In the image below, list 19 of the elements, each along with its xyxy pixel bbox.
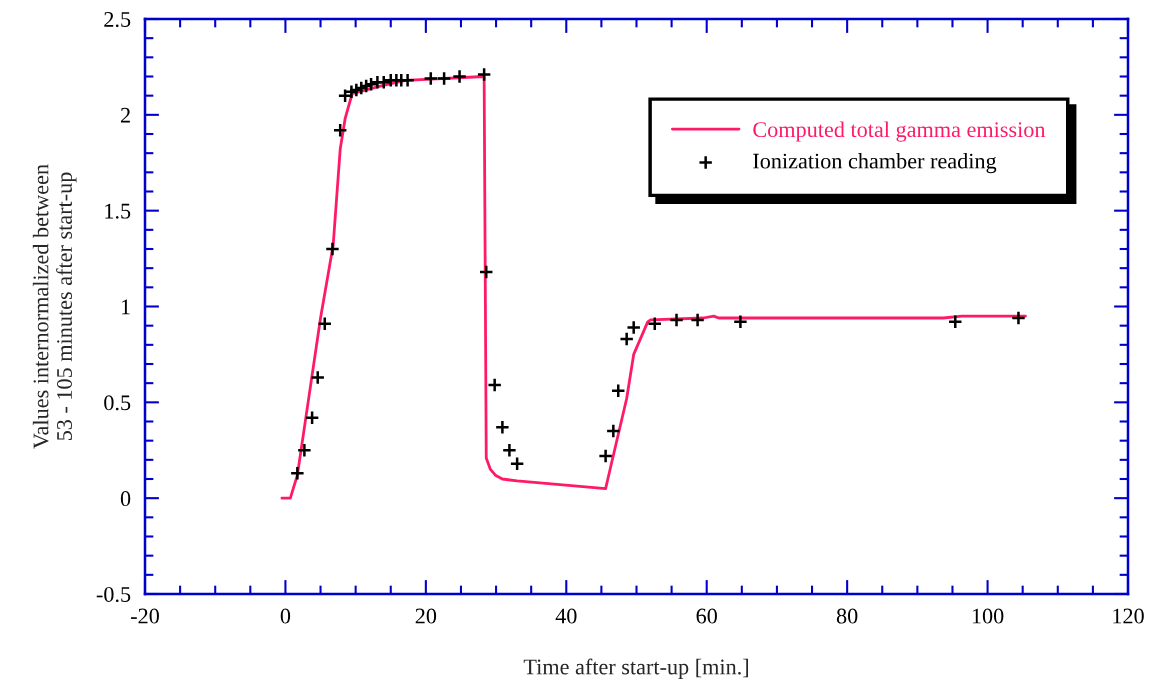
x-tick-label: 20 [415, 608, 437, 624]
legend-label: Computed total gamma emission [753, 121, 1046, 142]
y-tick-label: 0.5 [104, 395, 131, 411]
x-tick-label: -20 [131, 608, 159, 624]
y-tick-label: 1.5 [105, 203, 131, 219]
x-tick-label: 0 [280, 608, 291, 624]
y-axis-title: Values internormalized between 53 - 105 minutes after start-up [32, 164, 77, 449]
y-tick-label: 2.5 [104, 11, 131, 28]
y-tick-label: 0 [120, 491, 131, 507]
x-tick-label: 120 [1113, 608, 1144, 624]
y-tick-label: 1 [121, 299, 130, 315]
x-tick-label: 60 [696, 608, 717, 624]
x-tick-label: 80 [836, 608, 858, 624]
x-axis-title: Time after start-up [min.] [523, 658, 748, 679]
x-tick-label: 100 [972, 608, 1004, 624]
y-tick-label: -0.5 [96, 586, 131, 603]
legend-label: Ionization chamber reading [753, 152, 997, 174]
y-tick-label: 2 [120, 107, 130, 123]
x-tick-label: 40 [555, 608, 577, 624]
